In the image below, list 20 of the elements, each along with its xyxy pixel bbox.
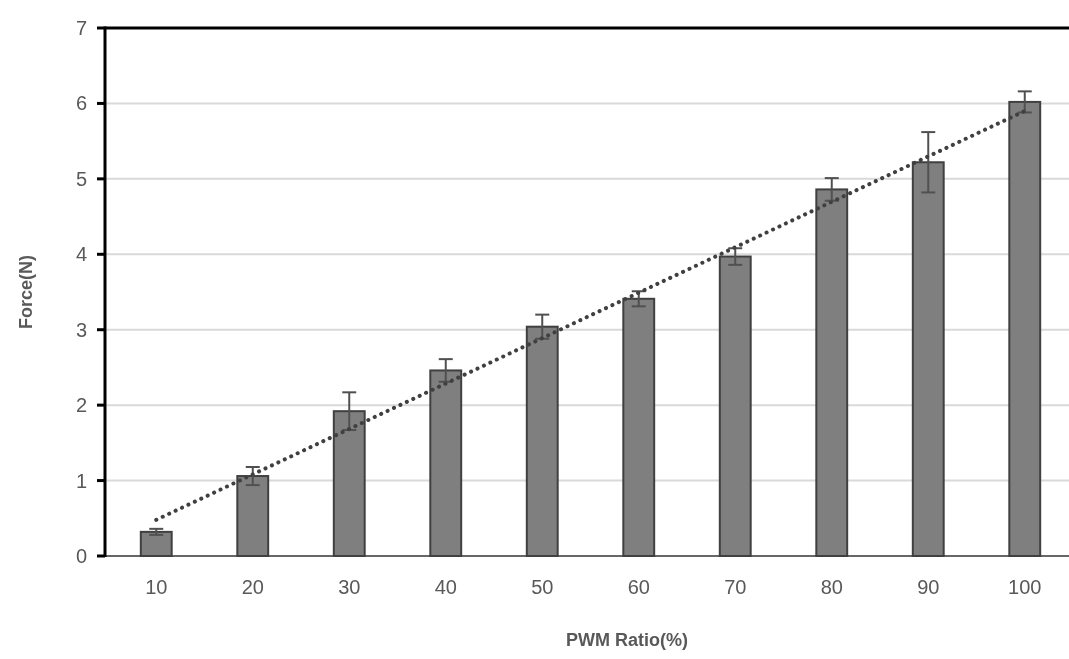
x-tick-label: 70	[724, 576, 747, 598]
x-tick-label: 80	[820, 576, 843, 598]
x-tick-label: 20	[241, 576, 264, 598]
y-tick-label: 2	[75, 394, 87, 417]
y-tick-label: 0	[75, 545, 87, 567]
y-tick-label: 5	[75, 167, 87, 190]
y-tick-label: 3	[75, 318, 87, 341]
x-tick-label: 10	[145, 576, 168, 598]
y-tick-label: 1	[75, 469, 87, 492]
x-tick-label: 100	[1008, 576, 1042, 598]
y-tick-label: 7	[75, 17, 87, 39]
x-tick-label: 50	[531, 576, 554, 598]
x-tick-label: 40	[434, 576, 457, 598]
x-axis-title: PWM Ratio(%)	[566, 630, 688, 650]
x-tick-label: 60	[627, 576, 650, 598]
y-tick-label: 6	[75, 92, 87, 115]
x-tick-label: 30	[338, 576, 361, 598]
y-axis-title: Force(N)	[16, 254, 36, 330]
y-tick-label: 4	[75, 243, 87, 266]
x-tick-label: 90	[917, 576, 940, 598]
